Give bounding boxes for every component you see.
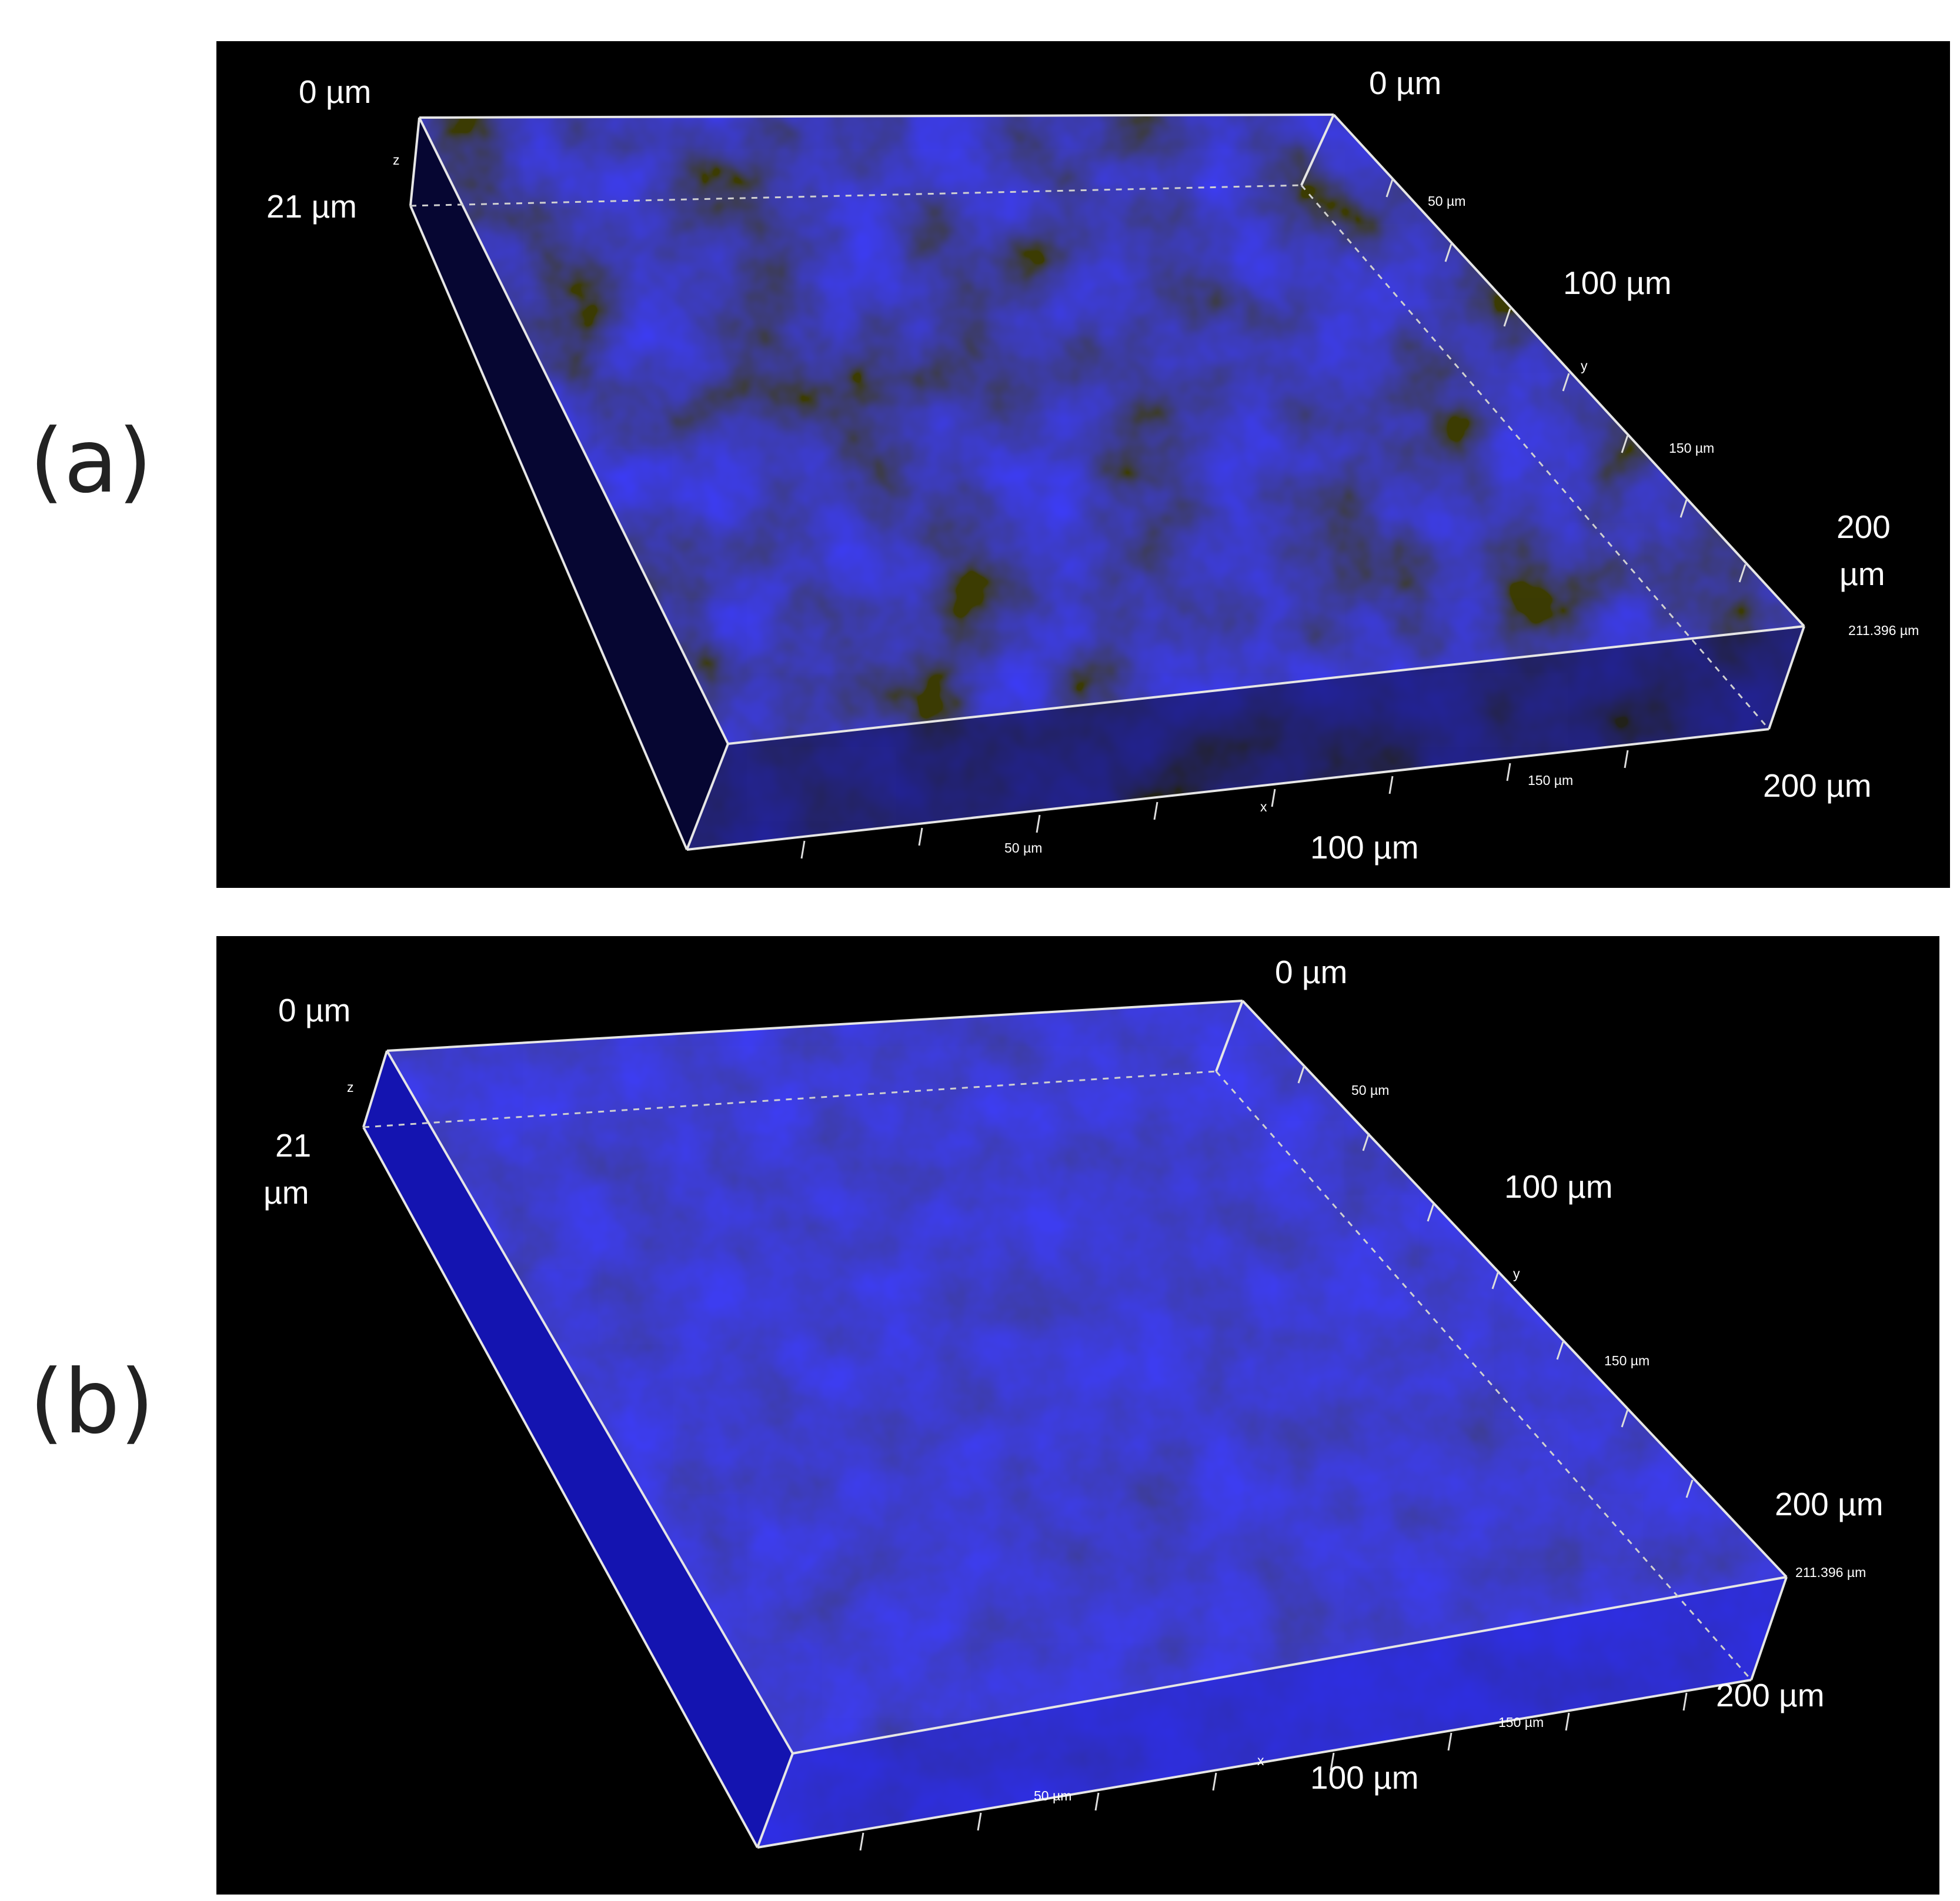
- panel-b-x-end-label: 200 µm: [1716, 1677, 1825, 1713]
- panel-b-y-mid-label: 100 µm: [1504, 1168, 1613, 1205]
- panel-a-x-end-label: 200 µm: [1763, 767, 1872, 804]
- panel-a-image: 0 µm 21 µm 0 µm 100 µm 200 µm 100 µm 200…: [216, 41, 1950, 888]
- panel-b-tick-x150: 150 µm: [1498, 1715, 1544, 1730]
- panel-b-bounding-box: [362, 1000, 1788, 1849]
- panel-b-tick-y50: 50 µm: [1351, 1083, 1389, 1098]
- panel-a-axis-z: z: [393, 152, 400, 168]
- panel-a-tick-y50: 50 µm: [1428, 193, 1465, 209]
- panel-a-z-bottom-label: 21 µm: [266, 188, 357, 225]
- panel-b-ticks: [859, 1065, 1694, 1851]
- panel-b-image: 0 µm 21 µm 0 µm 100 µm 200 µm 100 µm 200…: [216, 936, 1939, 1895]
- panel-b-z-bottom-label-1: 21: [275, 1127, 311, 1164]
- panel-b-axis-y: y: [1513, 1266, 1520, 1281]
- panel-a-x-mid-label: 100 µm: [1310, 829, 1419, 866]
- panel-b-tick-x50: 50 µm: [1034, 1788, 1071, 1803]
- panel-b-tick-y150: 150 µm: [1604, 1353, 1650, 1368]
- panel-a-z-top-label: 0 µm: [299, 73, 371, 110]
- panel-a-tick-x150: 150 µm: [1528, 773, 1573, 788]
- panel-b-axis-z: z: [347, 1080, 354, 1095]
- panel-label-a: (a): [29, 410, 152, 513]
- panel-a-y-end-label-1: 200: [1837, 509, 1891, 545]
- panel-b-y-end-label: 200 µm: [1775, 1486, 1884, 1522]
- panel-a-tick-y150: 150 µm: [1669, 440, 1714, 456]
- panel-a-ticks: [800, 179, 1747, 859]
- panel-b-y-start-label: 0 µm: [1275, 954, 1347, 990]
- panel-b-z-top-label: 0 µm: [278, 992, 350, 1028]
- panel-b-x-mid-label: 100 µm: [1310, 1759, 1419, 1796]
- panel-a-y-start-label: 0 µm: [1369, 65, 1441, 101]
- panel-label-b: (b): [29, 1351, 155, 1454]
- panel-b-corner-label: 211.396 µm: [1795, 1565, 1866, 1580]
- panel-a-corner-label: 211.396 µm: [1848, 623, 1919, 638]
- panel-a-bounding-box: [409, 113, 1805, 851]
- panel-a-y-end-label-2: µm: [1839, 556, 1885, 592]
- panel-b-axis-x: x: [1257, 1753, 1264, 1768]
- panel-a-y-mid-label: 100 µm: [1563, 265, 1672, 301]
- panel-b-z-bottom-label-2: µm: [263, 1174, 309, 1211]
- panel-a-volume-render: 0 µm 21 µm 0 µm 100 µm 200 µm 100 µm 200…: [266, 65, 1919, 866]
- panel-a-tick-x50: 50 µm: [1004, 840, 1042, 856]
- panel-b-volume-render: 0 µm 21 µm 0 µm 100 µm 200 µm 100 µm 200…: [263, 954, 1884, 1851]
- panel-a-axis-x: x: [1260, 799, 1267, 814]
- panel-a-axis-y: y: [1581, 358, 1588, 373]
